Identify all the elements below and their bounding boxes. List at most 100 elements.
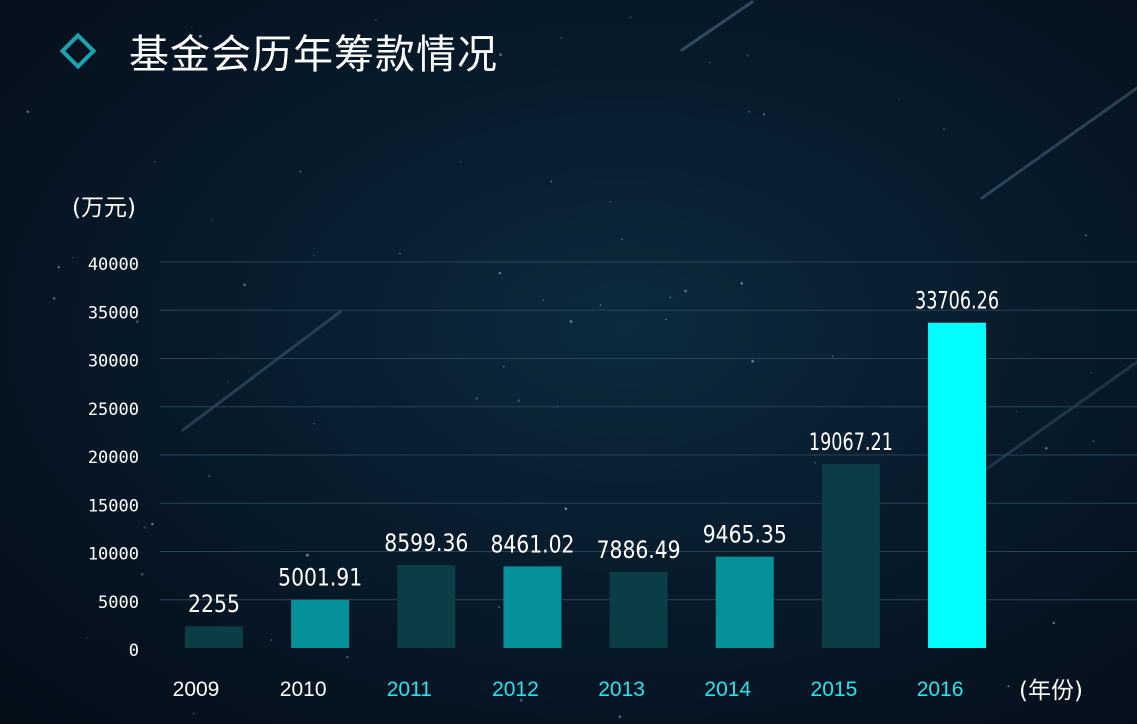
bar-value-label: 7886.49	[597, 536, 681, 564]
y-tick-label: 35000	[88, 303, 139, 323]
bar	[291, 599, 350, 648]
star	[243, 283, 246, 287]
y-tick-label: 25000	[88, 400, 139, 420]
star	[599, 304, 602, 306]
star	[762, 113, 766, 116]
y-tick-label: 30000	[88, 352, 139, 372]
x-tick-label: 2015	[811, 678, 858, 701]
star	[497, 605, 501, 609]
x-tick-label: 2014	[704, 678, 751, 701]
star	[740, 282, 743, 285]
star	[211, 219, 213, 221]
star	[459, 160, 462, 163]
star	[306, 553, 309, 557]
star	[560, 36, 563, 39]
star	[298, 170, 302, 173]
star	[550, 180, 553, 183]
star	[313, 254, 315, 257]
bar-value-label: 33706.26	[915, 287, 999, 315]
star	[943, 128, 945, 131]
bar-value-label: 2255	[188, 590, 240, 618]
star	[270, 639, 273, 642]
star	[1092, 440, 1095, 442]
star	[208, 475, 210, 477]
star	[512, 534, 515, 536]
star	[153, 161, 156, 164]
x-tick-label: 2012	[492, 678, 539, 701]
star	[542, 299, 545, 301]
star	[1044, 446, 1048, 450]
x-tick-label: 2016	[917, 678, 964, 701]
bar	[397, 565, 456, 648]
star	[226, 381, 229, 383]
star	[313, 423, 315, 425]
y-tick-label: 15000	[88, 496, 139, 516]
star	[517, 399, 521, 403]
star	[399, 252, 401, 255]
y-tick-label: 40000	[88, 255, 139, 275]
bar-value-label: 9465.35	[703, 521, 787, 549]
star	[503, 365, 505, 368]
y-tick-label: 0	[129, 641, 139, 661]
bar	[928, 322, 987, 648]
star	[1090, 371, 1092, 374]
star	[618, 715, 621, 718]
star	[302, 691, 304, 694]
star	[26, 110, 29, 114]
title-bar: 基金会历年筹款情况	[58, 22, 498, 80]
star	[151, 522, 154, 526]
bar	[185, 626, 243, 648]
star	[191, 26, 193, 28]
star	[746, 54, 749, 57]
star	[57, 266, 60, 269]
x-tick-label: 2011	[387, 678, 432, 701]
shooting-star	[181, 310, 342, 432]
shooting-star	[983, 360, 1137, 472]
y-axis-label: (万元)	[72, 195, 136, 221]
bar	[609, 571, 668, 648]
star	[621, 238, 623, 240]
star	[140, 572, 144, 576]
bar-value-label: 5001.91	[278, 564, 362, 592]
shooting-star	[980, 86, 1137, 200]
star	[1085, 234, 1087, 237]
star	[519, 698, 523, 702]
star	[609, 201, 612, 203]
x-tick-label: 2009	[173, 678, 220, 701]
star	[346, 656, 349, 659]
star	[135, 320, 139, 324]
bar	[715, 556, 774, 648]
star	[708, 61, 711, 64]
x-tick-label: 2010	[280, 678, 327, 701]
bar-value-label: 8599.36	[384, 529, 468, 557]
star	[198, 34, 202, 38]
y-tick-label: 10000	[88, 545, 139, 565]
star	[375, 19, 377, 21]
star	[747, 110, 751, 113]
star	[564, 507, 568, 511]
star	[72, 256, 74, 259]
star	[665, 318, 667, 321]
star	[192, 712, 195, 715]
star	[1015, 410, 1018, 413]
page-title: 基金会历年筹款情况	[129, 32, 498, 78]
star	[498, 272, 501, 275]
x-axis-label: (年份)	[1019, 678, 1083, 704]
star	[569, 320, 573, 323]
star	[52, 297, 56, 300]
bar	[503, 566, 562, 648]
bar-value-label: 8461.02	[490, 530, 574, 558]
y-tick-label: 5000	[98, 593, 139, 613]
star	[831, 355, 834, 358]
shooting-star	[680, 0, 754, 52]
y-tick-label: 20000	[88, 448, 139, 468]
star	[629, 16, 632, 19]
star	[499, 53, 503, 57]
star	[898, 98, 900, 100]
star	[911, 297, 914, 300]
x-tick-label: 2013	[598, 678, 645, 701]
star	[751, 359, 755, 363]
